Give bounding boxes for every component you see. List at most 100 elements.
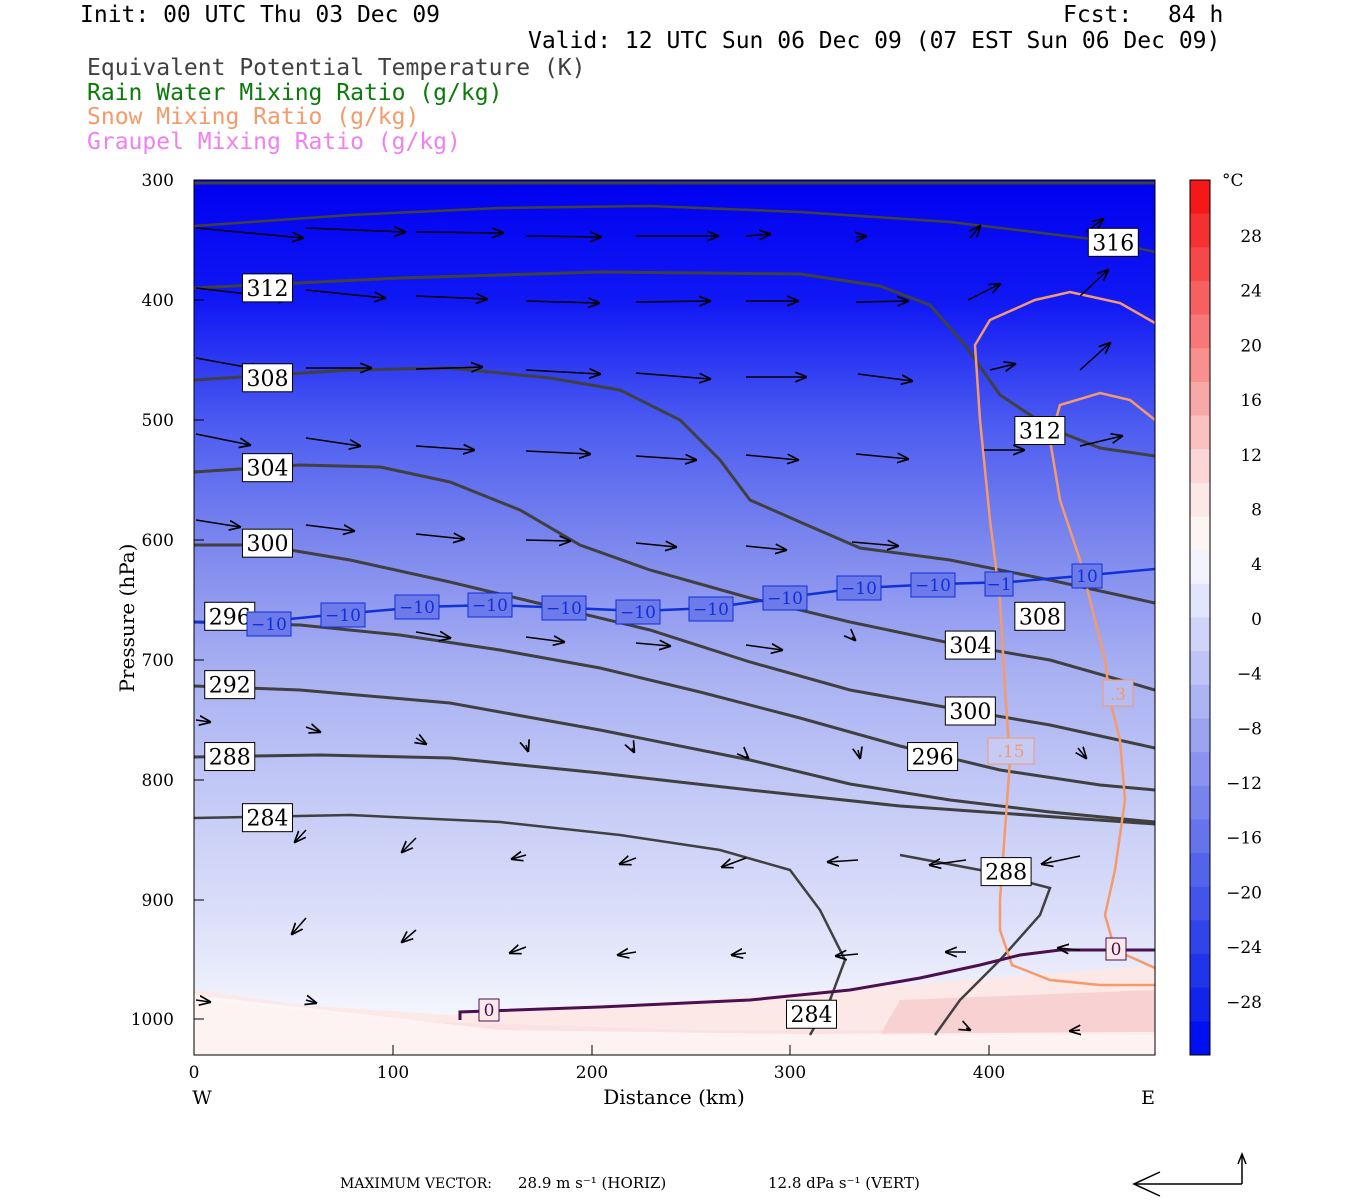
colorbar-tick-label: 0 bbox=[1251, 610, 1262, 630]
theta-e-label: 316 bbox=[1092, 231, 1134, 256]
max-vector-vert: 12.8 dPa s⁻¹ (VERT) bbox=[768, 1174, 920, 1192]
x-tick-label: 300 bbox=[774, 1063, 806, 1083]
colorbar-tick-label: −20 bbox=[1226, 883, 1262, 903]
colorbar-cell bbox=[1190, 920, 1210, 955]
colorbar-cell bbox=[1190, 314, 1210, 349]
x-tick-label: 100 bbox=[377, 1063, 409, 1083]
theta-e-label-box bbox=[241, 528, 293, 558]
theta-e-label: 300 bbox=[949, 700, 991, 725]
isotherm-label: −10 bbox=[325, 606, 361, 626]
colorbar-cell bbox=[1190, 482, 1210, 518]
theta-e-label: 300 bbox=[246, 532, 288, 557]
theta-e-label-box bbox=[1014, 416, 1066, 446]
colorbar-tick-label: −24 bbox=[1226, 938, 1262, 958]
colorbar-cell bbox=[1190, 280, 1210, 316]
rain-label: 0 bbox=[484, 1001, 495, 1021]
colorbar-cell bbox=[1190, 718, 1210, 753]
y-tick-label: 500 bbox=[142, 411, 174, 431]
isotherm-label: −10 bbox=[472, 596, 508, 616]
colorbar-tick-label: −8 bbox=[1237, 719, 1262, 739]
init-time: Init: 00 UTC Thu 03 Dec 09 bbox=[80, 2, 441, 28]
isotherm-label: −1 bbox=[986, 575, 1011, 595]
isotherm-label: −10 bbox=[546, 599, 582, 619]
max-vector-label: MAXIMUM VECTOR: bbox=[340, 1176, 492, 1192]
theta-e-label: 292 bbox=[209, 674, 251, 699]
isotherm-label: −10 bbox=[841, 579, 877, 599]
theta-e-label-box bbox=[241, 803, 293, 833]
theta-e-label: 284 bbox=[246, 807, 288, 832]
legend-graupel: Graupel Mixing Ratio (g/kg) bbox=[87, 129, 461, 155]
colorbar-tick-label: −12 bbox=[1226, 774, 1262, 794]
theta-e-label-box bbox=[204, 742, 256, 772]
isotherm-label: −10 bbox=[399, 598, 435, 618]
snow-label: .15 bbox=[997, 742, 1024, 762]
x-tick-label: 400 bbox=[973, 1063, 1005, 1083]
colorbar-cell bbox=[1190, 449, 1210, 484]
theta-e-label-box bbox=[241, 363, 293, 393]
theta-e-label: 304 bbox=[949, 634, 991, 659]
wind-vectors bbox=[195, 219, 1122, 1031]
colorbar-tick-label: 16 bbox=[1240, 391, 1262, 411]
forecast-hour: 84 h bbox=[1168, 2, 1224, 28]
x-axis-west-label: W bbox=[192, 1087, 212, 1109]
plot-frame bbox=[193, 179, 1156, 1056]
x-axis: 0 100 200 300 400 W E Distance (km) bbox=[189, 1045, 1155, 1109]
colorbar-cell bbox=[1190, 180, 1210, 215]
colorbar-cell bbox=[1190, 1021, 1210, 1056]
legend-rain: Rain Water Mixing Ratio (g/kg) bbox=[87, 80, 503, 106]
isotherm-label: −10 bbox=[693, 600, 729, 620]
valid-time: Valid: 12 UTC Sun 06 Dec 09 (07 EST Sun … bbox=[528, 28, 1221, 54]
y-tick-label: 800 bbox=[142, 771, 174, 791]
theta-e-label: 304 bbox=[246, 457, 288, 482]
snow-contours bbox=[973, 290, 1155, 987]
colorbar-cell bbox=[1190, 954, 1210, 989]
colorbar-cell bbox=[1190, 247, 1210, 282]
colorbar-cell bbox=[1190, 415, 1210, 450]
isotherm-label: −10 bbox=[767, 589, 803, 609]
isotherm-label: −10 bbox=[915, 576, 951, 596]
contour-labels: 312 308 304 300 296 292 288 284 316 312 308 304 300 2… bbox=[204, 227, 1139, 1029]
colorbar-tick-label: 4 bbox=[1251, 555, 1262, 575]
colorbar-cell bbox=[1190, 853, 1210, 888]
colorbar-cell bbox=[1190, 348, 1210, 383]
theta-e-label: 288 bbox=[985, 861, 1027, 886]
colorbar-tick-label: 28 bbox=[1240, 227, 1262, 247]
colorbar: °C 28 24 20 16 12 8 4 0 −4 −8 −12 −16 −20 −24 −28 bbox=[1189, 171, 1262, 1056]
theta-e-label-box bbox=[241, 273, 293, 303]
colorbar-cell bbox=[1190, 550, 1210, 585]
y-tick-label: 700 bbox=[142, 651, 174, 671]
colorbar-tick-label: −28 bbox=[1226, 993, 1262, 1013]
colorbar-cell bbox=[1190, 785, 1210, 820]
theta-e-label-box bbox=[786, 999, 838, 1029]
colorbar-cell bbox=[1190, 752, 1210, 787]
x-tick-label: 0 bbox=[189, 1063, 200, 1083]
colorbar-tick-label: −4 bbox=[1237, 665, 1262, 685]
isotherm-label: 10 bbox=[1076, 567, 1098, 587]
isotherm-label: −10 bbox=[251, 615, 287, 635]
y-axis: 300 400 500 600 700 800 900 1000 Pressur… bbox=[115, 171, 204, 1030]
theta-e-label-box bbox=[944, 630, 996, 660]
theta-e-label-box bbox=[241, 453, 293, 483]
forecast-label: Fcst: bbox=[1063, 2, 1133, 28]
colorbar-cell bbox=[1190, 987, 1210, 1022]
x-axis-title: Distance (km) bbox=[603, 1085, 745, 1109]
colorbar-cell bbox=[1190, 651, 1210, 686]
theta-e-label: 312 bbox=[1019, 420, 1061, 445]
isotherm-label: −10 bbox=[620, 603, 656, 623]
theta-e-label: 308 bbox=[246, 367, 288, 392]
colorbar-cell bbox=[1190, 213, 1210, 248]
colorbar-tick-label: 20 bbox=[1240, 336, 1262, 356]
x-tick-label: 200 bbox=[576, 1063, 608, 1083]
reference-vector bbox=[1132, 1151, 1247, 1197]
legend-snow: Snow Mixing Ratio (g/kg) bbox=[87, 104, 420, 130]
legend-theta-e: Equivalent Potential Temperature (K) bbox=[87, 55, 586, 81]
snow-label: .3 bbox=[1110, 685, 1126, 705]
colorbar-unit: °C bbox=[1222, 171, 1244, 191]
colorbar-tick-label: 8 bbox=[1251, 501, 1262, 521]
max-vector-horiz: 28.9 m s⁻¹ (HORIZ) bbox=[518, 1174, 667, 1192]
colorbar-cell bbox=[1190, 617, 1210, 652]
theta-e-label-box bbox=[907, 742, 959, 772]
theta-e-label-box bbox=[944, 696, 996, 726]
theta-e-label: 296 bbox=[209, 605, 251, 630]
